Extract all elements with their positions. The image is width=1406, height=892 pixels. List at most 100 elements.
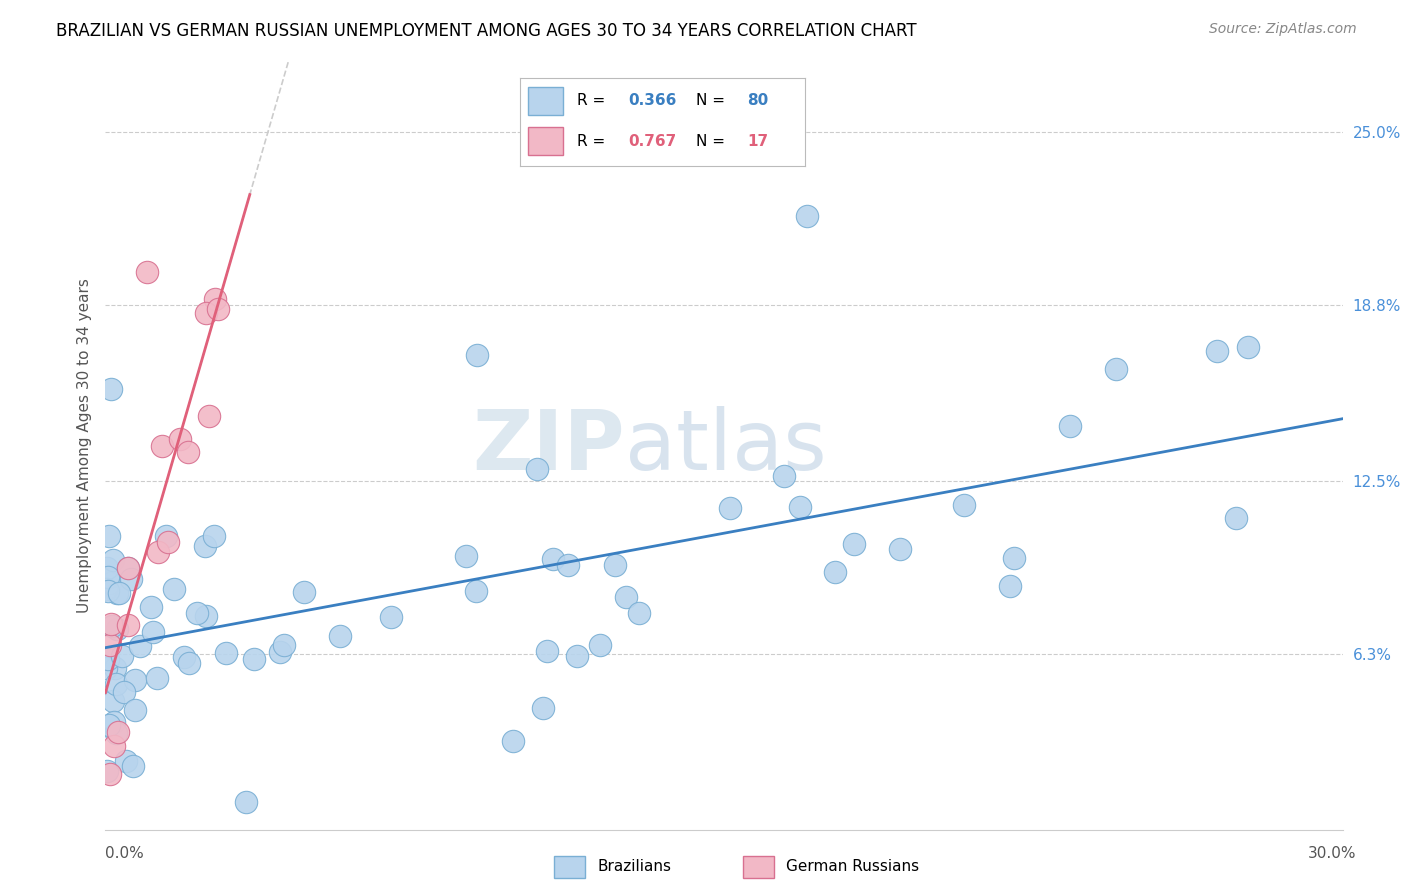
Point	[129, 639, 152, 653]
Point	[242, 652, 264, 666]
Point	[107, 622, 129, 636]
Point	[97, 570, 120, 584]
Point	[97, 584, 120, 599]
Point	[603, 558, 626, 572]
Point	[628, 606, 651, 620]
Point	[150, 439, 173, 453]
Point	[111, 648, 134, 663]
Text: Brazilians: Brazilians	[598, 859, 671, 873]
Point	[1105, 362, 1128, 376]
Text: Source: ZipAtlas.com: Source: ZipAtlas.com	[1209, 22, 1357, 37]
Point	[103, 661, 125, 675]
Point	[273, 639, 295, 653]
Point	[889, 541, 911, 556]
Point	[100, 638, 122, 652]
Point	[103, 715, 125, 730]
Point	[531, 701, 554, 715]
Point	[1002, 551, 1025, 566]
Point	[194, 306, 217, 320]
Point	[107, 725, 129, 739]
Point	[104, 726, 127, 740]
Point	[105, 677, 128, 691]
Point	[824, 565, 846, 579]
Point	[121, 759, 143, 773]
Point	[96, 560, 118, 574]
Point	[557, 558, 579, 573]
Point	[588, 639, 610, 653]
Point	[953, 498, 976, 512]
Point	[100, 617, 122, 632]
Point	[567, 648, 589, 663]
Point	[842, 537, 865, 551]
Point	[186, 607, 208, 621]
Point	[108, 586, 131, 600]
Point	[98, 718, 121, 732]
Point	[465, 348, 488, 362]
Point	[215, 646, 238, 660]
Point	[155, 529, 177, 543]
Point	[169, 432, 191, 446]
Point	[97, 652, 120, 666]
Point	[117, 561, 139, 575]
Point	[146, 671, 169, 685]
Point	[269, 645, 291, 659]
Y-axis label: Unemployment Among Ages 30 to 34 years: Unemployment Among Ages 30 to 34 years	[76, 278, 91, 614]
Point	[204, 292, 226, 306]
Point	[105, 586, 128, 600]
Point	[614, 590, 637, 604]
Point	[139, 599, 162, 614]
Bar	[554, 856, 585, 878]
Point	[163, 582, 186, 597]
Point	[103, 739, 125, 753]
Point	[117, 561, 139, 575]
Point	[173, 649, 195, 664]
Point	[142, 624, 165, 639]
Point	[1237, 340, 1260, 354]
Point	[100, 383, 122, 397]
Point	[156, 535, 179, 549]
Point	[96, 764, 118, 779]
Point	[120, 572, 142, 586]
Point	[177, 657, 200, 671]
Point	[124, 673, 146, 687]
Point	[1205, 343, 1227, 358]
Point	[96, 660, 118, 674]
Point	[101, 694, 124, 708]
Point	[380, 610, 402, 624]
Point	[718, 500, 741, 515]
Point	[207, 302, 229, 317]
Point	[502, 734, 524, 748]
Text: 30.0%: 30.0%	[1309, 847, 1357, 861]
Point	[115, 754, 138, 768]
Text: 0.0%: 0.0%	[105, 847, 145, 861]
Text: atlas: atlas	[626, 406, 827, 486]
Point	[454, 549, 477, 563]
Point	[98, 766, 121, 780]
Point	[541, 552, 564, 566]
Point	[1225, 511, 1247, 525]
Point	[796, 209, 818, 223]
Point	[146, 545, 169, 559]
Point	[1059, 418, 1081, 433]
Point	[998, 579, 1021, 593]
Point	[789, 500, 811, 514]
Text: BRAZILIAN VS GERMAN RUSSIAN UNEMPLOYMENT AMONG AGES 30 TO 34 YEARS CORRELATION C: BRAZILIAN VS GERMAN RUSSIAN UNEMPLOYMENT…	[56, 22, 917, 40]
Point	[329, 629, 352, 643]
Point	[195, 609, 218, 624]
Point	[124, 703, 146, 717]
Point	[194, 539, 217, 553]
Point	[202, 528, 225, 542]
Bar	[742, 856, 775, 878]
Text: German Russians: German Russians	[786, 859, 920, 873]
Point	[772, 469, 794, 483]
Point	[98, 529, 121, 543]
Point	[98, 576, 121, 591]
Point	[177, 445, 200, 459]
Point	[112, 685, 135, 699]
Point	[235, 795, 257, 809]
Point	[292, 585, 315, 599]
Point	[94, 582, 117, 596]
Point	[526, 462, 548, 476]
Text: ZIP: ZIP	[472, 406, 626, 486]
Point	[197, 409, 219, 423]
